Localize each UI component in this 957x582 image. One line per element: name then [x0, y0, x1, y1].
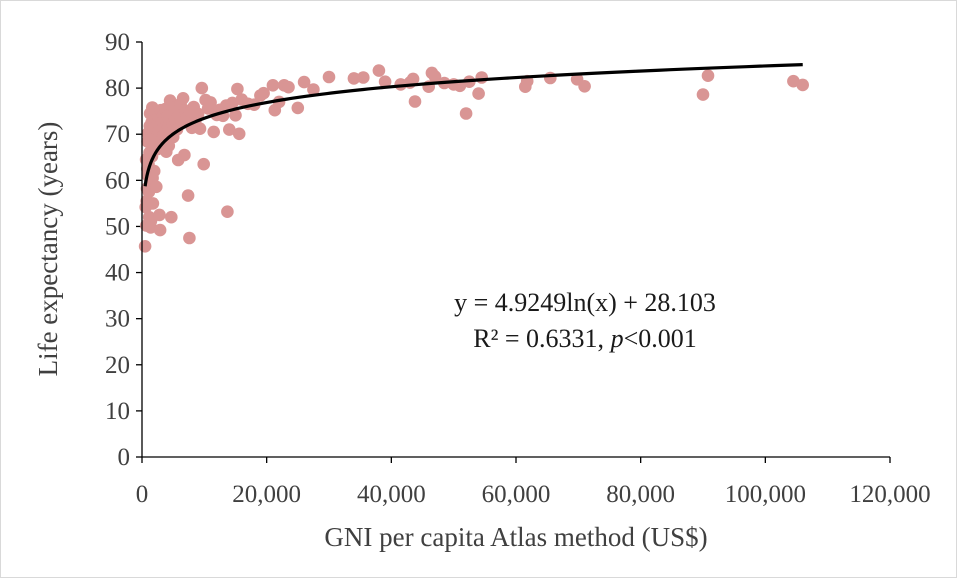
data-point — [232, 127, 246, 141]
y-tick-label: 10 — [105, 398, 130, 425]
data-point — [291, 101, 305, 115]
y-axis-title: Life expectancy (years) — [33, 122, 63, 377]
data-point — [408, 95, 422, 108]
data-point — [282, 80, 295, 94]
data-point — [578, 80, 591, 93]
y-tick-label: 60 — [105, 167, 130, 194]
data-point — [297, 75, 311, 89]
data-point — [266, 79, 280, 92]
x-tick-label: 0 — [136, 481, 149, 508]
y-tick-label: 40 — [105, 260, 130, 287]
tick-layer: 0 10 20 30 40 50 60 70 80 90 0 20,000 40,000 60,000 80… — [105, 29, 931, 508]
trendline-equation: y = 4.9249ln(x) + 28.103 — [454, 288, 716, 317]
data-point — [204, 96, 217, 109]
y-tick-label: 80 — [105, 75, 130, 102]
data-point — [322, 70, 336, 84]
data-point — [428, 70, 442, 83]
data-point — [231, 82, 244, 96]
data-point — [153, 223, 167, 237]
x-tick-label: 60,000 — [482, 481, 551, 508]
data-point — [191, 107, 205, 121]
data-point — [165, 210, 178, 224]
data-point — [207, 125, 220, 139]
x-axis-title: GNI per capita Atlas method (US$) — [324, 522, 707, 552]
data-point — [307, 83, 320, 96]
data-point — [223, 123, 236, 136]
data-point — [372, 64, 386, 77]
data-point — [796, 78, 809, 92]
data-point — [378, 75, 392, 88]
x-tick-label: 120,000 — [849, 481, 930, 508]
data-point — [459, 107, 473, 120]
y-tick-label: 30 — [105, 306, 130, 333]
data-point — [544, 71, 557, 85]
x-tick-label: 80,000 — [606, 481, 675, 508]
p-value-text: <0.001 — [624, 324, 697, 353]
p-symbol: p — [609, 324, 624, 353]
y-tick-label: 50 — [105, 213, 130, 240]
data-point — [472, 87, 485, 100]
x-tick-label: 100,000 — [725, 481, 806, 508]
data-point — [178, 148, 191, 162]
data-point — [150, 180, 163, 194]
logarithmic-trendline — [143, 63, 803, 187]
data-point — [701, 69, 715, 82]
data-point — [696, 88, 710, 101]
y-tick-label: 70 — [105, 121, 130, 148]
data-point — [347, 72, 361, 85]
data-point — [357, 71, 370, 84]
data-point — [147, 164, 161, 178]
data-point — [221, 205, 234, 218]
data-point — [138, 240, 152, 253]
y-tick-label: 90 — [105, 29, 130, 56]
data-point — [197, 157, 210, 171]
data-point — [229, 109, 242, 122]
r2-text: R² = 0.6331, — [473, 324, 610, 353]
y-tick-label: 20 — [105, 352, 130, 379]
y-tick-label: 0 — [118, 444, 131, 471]
data-point — [195, 81, 209, 95]
data-point — [406, 72, 420, 86]
x-tick-label: 20,000 — [232, 481, 301, 508]
data-point — [475, 71, 489, 84]
points-layer — [138, 64, 809, 253]
data-point — [153, 208, 166, 222]
data-point — [176, 92, 190, 105]
data-point — [193, 122, 207, 135]
trendline-r2-p: R² = 0.6331, p<0.001 — [473, 324, 696, 353]
data-point — [181, 189, 195, 202]
data-point — [146, 197, 160, 210]
data-point — [183, 231, 196, 245]
data-point — [257, 86, 270, 100]
x-tick-label: 40,000 — [357, 481, 426, 508]
